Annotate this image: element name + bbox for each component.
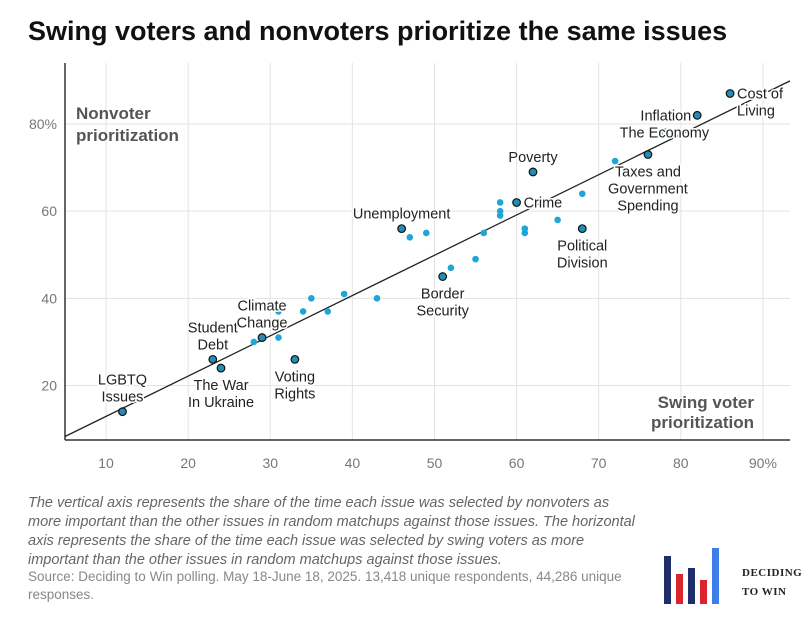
highlighted-point — [528, 167, 538, 177]
point-label: Spending — [617, 199, 678, 215]
point-label: Inflation — [640, 108, 691, 124]
deciding-to-win-logo: DECIDING TO WIN — [662, 546, 802, 606]
y-tick-label: 60 — [41, 203, 57, 219]
data-point — [308, 295, 315, 302]
highlighted-point — [643, 150, 653, 159]
highlighted-point — [118, 407, 127, 417]
highlighted-point — [725, 89, 735, 98]
point-label: In Ukraine — [188, 395, 254, 411]
data-point — [480, 229, 488, 237]
point-label: Student — [188, 320, 238, 336]
point-label: Division — [557, 256, 608, 272]
x-axis-title-line2: prioritization — [651, 413, 754, 432]
data-point — [373, 295, 381, 302]
y-axis-title-line2: prioritization — [76, 126, 179, 145]
data-point — [521, 229, 529, 237]
y-axis-title-line1: Nonvoter — [76, 104, 151, 123]
x-tick-label: 10 — [98, 455, 114, 471]
logo-line2: TO WIN — [742, 586, 787, 598]
point-label: Government — [608, 182, 688, 198]
point-label: Taxes and — [615, 165, 681, 181]
x-tick-label: 90% — [749, 455, 777, 471]
data-point — [275, 334, 282, 341]
highlighted-point — [208, 354, 218, 364]
highlighted-point — [692, 110, 702, 120]
y-tick-label: 40 — [41, 290, 57, 306]
point-label: Debt — [197, 337, 228, 353]
data-point — [299, 308, 307, 315]
x-tick-label: 30 — [262, 455, 278, 471]
highlighted-point — [438, 272, 448, 281]
point-label: Living — [737, 104, 775, 120]
point-label: Voting — [275, 369, 315, 385]
trend-line — [64, 80, 791, 438]
x-tick-label: 20 — [180, 455, 196, 471]
point-label: LGBTQ — [98, 373, 147, 389]
data-point — [324, 308, 332, 315]
y-tick-label: 80% — [29, 116, 57, 132]
data-point — [611, 157, 619, 165]
point-label: Issues — [102, 390, 144, 406]
point-label: Climate — [237, 299, 286, 315]
data-point — [472, 255, 479, 263]
highlighted-point — [577, 224, 587, 234]
point-label: Unemployment — [353, 207, 451, 223]
chart-title: Swing voters and nonvoters prioritize th… — [28, 16, 728, 46]
point-label: Change — [237, 316, 288, 332]
point-label: Rights — [274, 386, 315, 402]
logo-line1: DECIDING — [742, 567, 803, 579]
highlighted-point — [216, 363, 226, 373]
data-point — [340, 290, 348, 298]
highlighted-point — [659, 128, 669, 138]
x-tick-label: 60 — [509, 455, 525, 471]
highlighted-point — [397, 224, 407, 234]
data-point — [275, 308, 282, 315]
data-point — [250, 338, 258, 346]
point-label: Border — [421, 287, 465, 303]
highlighted-point — [512, 198, 521, 207]
data-point — [496, 199, 504, 206]
point-label: The Economy — [620, 126, 710, 142]
data-point — [578, 190, 586, 198]
highlighted-point — [290, 354, 300, 364]
source-note: Source: Deciding to Win polling. May 18-… — [28, 569, 622, 602]
point-label: Poverty — [508, 150, 558, 166]
x-tick-label: 70 — [591, 455, 607, 471]
x-tick-label: 80 — [673, 455, 689, 471]
data-point — [447, 264, 455, 272]
data-point — [554, 216, 561, 224]
data-point — [496, 212, 504, 219]
point-label: Crime — [524, 195, 563, 211]
point-label: Security — [416, 304, 469, 320]
point-label: Cost of — [737, 87, 784, 103]
point-label: The War — [193, 378, 248, 394]
data-point — [422, 229, 430, 237]
data-point — [406, 234, 414, 241]
chart-caption: The vertical axis represents the share o… — [28, 495, 635, 568]
x-axis-title-line1: Swing voter — [658, 393, 755, 412]
x-tick-label: 40 — [345, 455, 361, 471]
highlighted-point — [257, 333, 267, 342]
point-label: Political — [557, 239, 607, 255]
y-tick-label: 20 — [41, 378, 57, 394]
x-tick-label: 50 — [427, 455, 443, 471]
